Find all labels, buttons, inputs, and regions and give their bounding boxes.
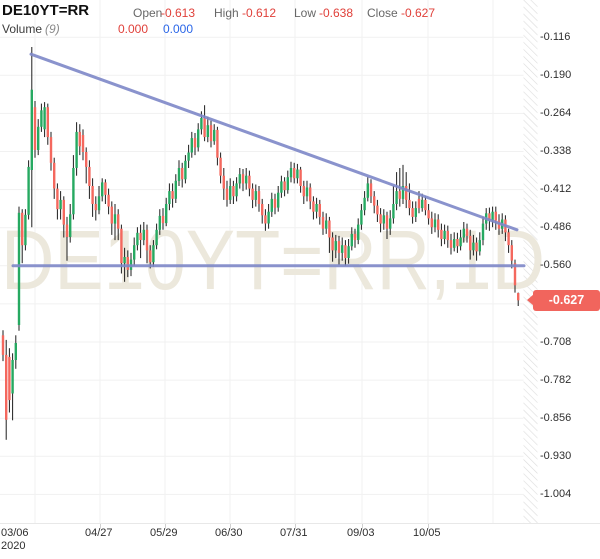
- close-label: Close: [367, 6, 398, 20]
- price-axis-label: -1.004: [540, 487, 572, 500]
- time-axis-tick: [100, 524, 101, 528]
- time-axis-tick: [230, 524, 231, 528]
- last-price-badge: -0.627: [527, 289, 600, 311]
- high-label: High: [214, 6, 239, 20]
- time-axis[interactable]: 03/06 2020 04/27 05/29 06/30 07/31 09/03 10/05: [0, 523, 600, 559]
- time-axis-label: 03/06: [1, 527, 29, 539]
- price-axis[interactable]: -0.116 -0.190 -0.264 -0.338 -0.412 -0.486 -0.5…: [538, 0, 600, 523]
- price-axis-label: -0.264: [540, 106, 572, 119]
- volume-value-blue: 0.000: [163, 22, 194, 36]
- price-axis-label: -0.338: [540, 145, 572, 157]
- price-axis-label: -0.116: [540, 30, 571, 43]
- future-area-hatch: [523, 0, 538, 523]
- time-axis-label: 09/03: [347, 527, 375, 539]
- time-axis-label: 07/31: [280, 527, 308, 539]
- volume-value-red: 0.000: [118, 22, 149, 36]
- time-axis-tick: [428, 524, 429, 528]
- price-axis-label: -0.856: [540, 411, 572, 424]
- time-axis-label: 10/05: [413, 527, 441, 539]
- price-axis-label: -0.560: [540, 259, 572, 272]
- price-axis-label: -0.190: [540, 68, 572, 81]
- last-price-badge-value: -0.627: [548, 293, 585, 308]
- open-value: -0.613: [161, 6, 196, 20]
- time-axis-label: 05/29: [150, 527, 178, 539]
- low-value: -0.638: [319, 6, 354, 20]
- descending-trendline[interactable]: [29, 52, 519, 232]
- price-axis-label: -0.930: [540, 449, 572, 462]
- volume-param: (9): [45, 22, 60, 36]
- symbol-title[interactable]: DE10YT=RR: [2, 2, 90, 19]
- high-value: -0.612: [242, 6, 277, 20]
- price-axis-label: -0.412: [540, 183, 572, 196]
- time-axis-year-label: 2020: [1, 540, 26, 552]
- time-axis-tick: [295, 524, 296, 528]
- watermark-text: DE10YT=RR,1D: [1, 213, 545, 307]
- time-axis-label: 04/27: [85, 527, 113, 539]
- time-axis-label: 06/30: [215, 527, 243, 539]
- volume-indicator-label[interactable]: Volume (9): [2, 22, 60, 36]
- time-axis-tick: [362, 524, 363, 528]
- close-value: -0.627: [401, 6, 436, 20]
- candlestick-series: [1, 47, 520, 440]
- time-axis-tick: [165, 524, 166, 528]
- low-label: Low: [294, 6, 317, 20]
- price-axis-label: -0.708: [540, 335, 572, 348]
- price-axis-label: -0.486: [540, 221, 572, 234]
- open-label: Open: [133, 6, 163, 20]
- price-axis-label: -0.782: [540, 373, 572, 386]
